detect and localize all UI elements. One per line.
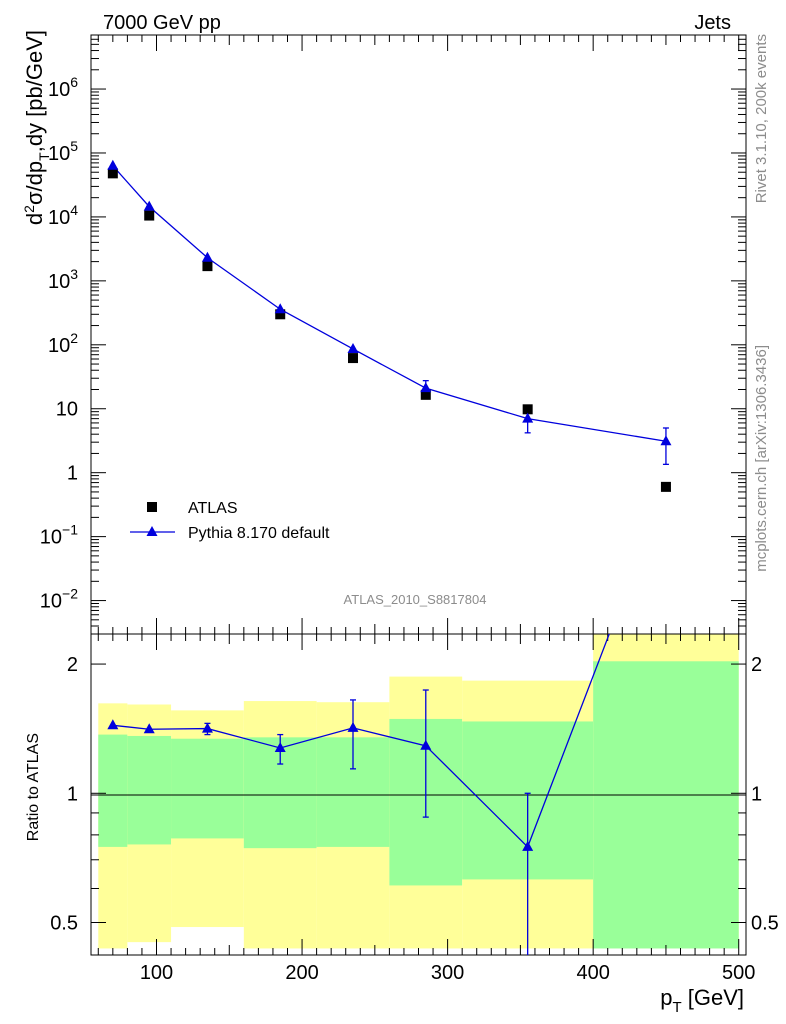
y-tick-label: 103: [48, 266, 78, 293]
mc-point: [274, 303, 286, 314]
analysis-id: ATLAS_2010_S8817804: [344, 592, 487, 607]
mc-point: [143, 200, 155, 211]
band-inner-2: [171, 738, 244, 839]
ratio-y-tick-label-right: 0.5: [751, 912, 779, 934]
legend-label-pythia: Pythia 8.170 default: [188, 525, 330, 542]
x-axis-title: pT [GeV]: [660, 985, 744, 1016]
ratio-point: [420, 739, 432, 750]
mc-point: [522, 412, 534, 423]
side-label-rivet: Rivet 3.1.10, 200k events: [753, 34, 770, 203]
data-point: [202, 261, 213, 272]
legend-marker-atlas: [147, 502, 157, 512]
main-series: [107, 159, 672, 492]
data-point: [144, 210, 155, 221]
ratio-point: [347, 721, 359, 732]
ratio-axis-ticks: 0.5 0.5 1 1 2 2: [50, 654, 779, 934]
y-tick-label: 102: [48, 330, 78, 357]
ratio-point: [107, 719, 119, 730]
x-axis-ticks: 100 200 300 400 500: [97, 35, 755, 984]
y-tick-label: 10−1: [40, 522, 78, 549]
legend: ATLAS Pythia 8.170 default: [130, 500, 330, 542]
y-tick-label: 104: [48, 202, 78, 229]
ratio-point: [201, 722, 213, 733]
ratio-point: [274, 741, 286, 752]
ratio-y-tick-label-right: 1: [751, 783, 762, 805]
y-tick-label: 106: [48, 74, 78, 101]
band-inner-7: [593, 661, 739, 949]
data-point: [107, 168, 118, 179]
data-point: [522, 404, 533, 415]
x-tick-label: 200: [285, 962, 318, 984]
ratio-series: [107, 634, 610, 955]
header-right: Jets: [694, 12, 731, 34]
x-tick-label: 500: [722, 962, 755, 984]
ratio-curve: [112, 634, 610, 849]
mc-point: [201, 251, 213, 262]
ratio-y-axis-title: Ratio to ATLAS: [25, 733, 42, 841]
data-point: [660, 481, 671, 492]
data-point: [420, 389, 431, 400]
main-plot-frame: [90, 34, 747, 635]
y-tick-label: 1: [67, 463, 78, 485]
mc-curve: [112, 165, 667, 442]
mc-point: [420, 382, 432, 393]
main-y-axis-title: d2σ/dpT,dy [pb/GeV]: [21, 30, 52, 225]
x-tick-label: 400: [576, 962, 609, 984]
mc-point: [660, 435, 672, 446]
mc-point: [107, 159, 119, 170]
y-tick-label: 105: [48, 138, 78, 165]
ratio-y-tick-label-left: 1: [67, 783, 78, 805]
y-tick-label: 10−2: [40, 586, 78, 613]
band-inner-0: [98, 734, 128, 847]
header-left: 7000 GeV pp: [103, 12, 221, 34]
band-inner-1: [127, 735, 172, 845]
data-point: [275, 309, 286, 320]
x-tick-label: 100: [140, 962, 173, 984]
mc-point: [347, 342, 359, 353]
ratio-y-tick-label-right: 2: [751, 654, 762, 676]
ratio-y-tick-label-left: 2: [67, 654, 78, 676]
legend-label-atlas: ATLAS: [188, 500, 238, 517]
ratio-bands: [98, 634, 739, 949]
x-tick-label: 300: [431, 962, 464, 984]
legend-marker-pythia: [146, 526, 158, 536]
ratio-y-tick-label-left: 0.5: [50, 912, 78, 934]
ratio-point: [143, 723, 155, 734]
side-label-mcplots: mcplots.cern.ch [arXiv:1306.3436]: [753, 345, 770, 572]
y-tick-label: 10: [56, 399, 78, 421]
ratio-point: [522, 840, 534, 851]
data-point: [348, 353, 358, 364]
